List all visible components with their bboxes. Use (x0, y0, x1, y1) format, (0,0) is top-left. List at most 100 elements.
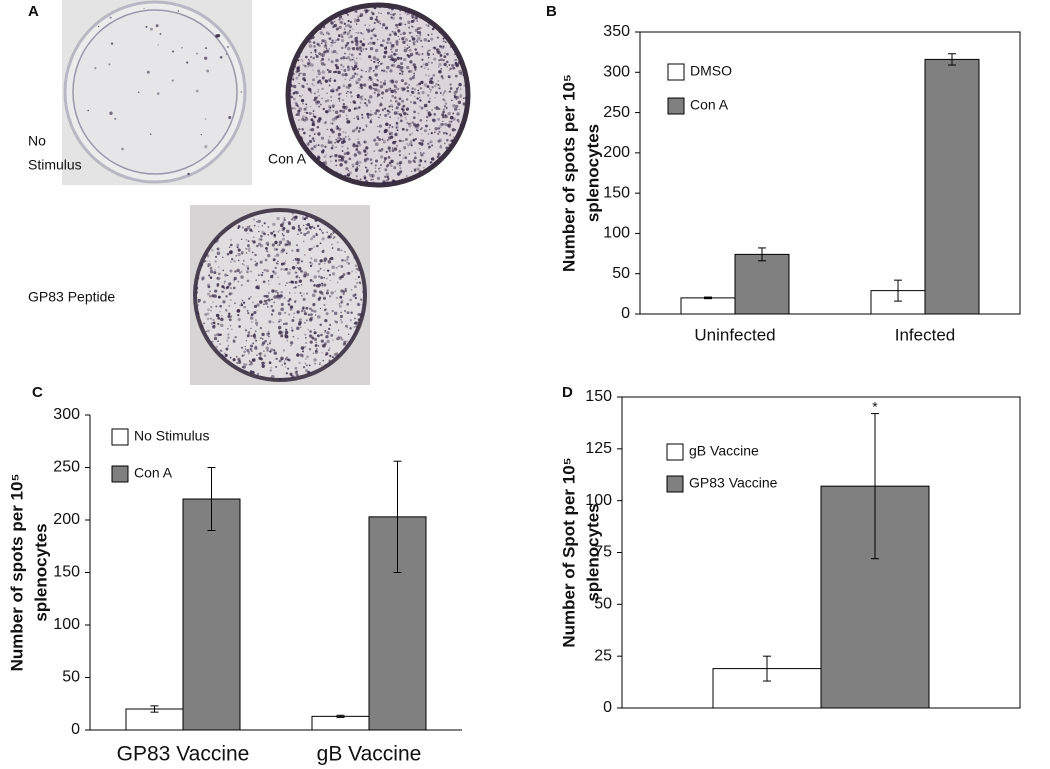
spot (302, 216, 305, 219)
spot (313, 258, 318, 263)
spot (395, 99, 398, 103)
spot (405, 175, 408, 177)
spot (368, 113, 372, 117)
spot (368, 85, 372, 89)
spot (210, 305, 213, 309)
spot (432, 53, 435, 55)
spot (155, 24, 159, 28)
spot (303, 312, 307, 316)
spot (409, 52, 414, 57)
spot (431, 118, 436, 122)
spot (237, 280, 240, 283)
spot (302, 350, 305, 353)
spot (302, 103, 304, 105)
spot (440, 122, 444, 126)
spot (309, 330, 312, 333)
spot (330, 291, 334, 295)
spot (187, 172, 190, 176)
spot (374, 73, 378, 77)
spot (342, 65, 345, 68)
spot (212, 301, 214, 303)
spot (289, 341, 294, 345)
spot (263, 268, 267, 272)
spot (348, 53, 351, 55)
spot (294, 258, 297, 260)
spot (439, 91, 442, 94)
spot (394, 96, 397, 99)
spot (423, 83, 428, 87)
spot (318, 52, 321, 55)
spot (322, 25, 326, 29)
spot (350, 53, 354, 57)
spot (355, 278, 357, 281)
spot (356, 36, 358, 39)
spot (412, 138, 416, 142)
spot (287, 299, 290, 303)
spot (402, 157, 404, 159)
spot (280, 302, 284, 306)
spot (301, 60, 304, 62)
spot (393, 84, 396, 87)
spot (312, 56, 315, 60)
spot (299, 95, 301, 97)
spot (402, 87, 406, 91)
spot (454, 53, 457, 56)
spot (301, 72, 303, 75)
spot (382, 109, 384, 112)
spot (325, 277, 328, 280)
spot (232, 339, 236, 343)
spot (400, 139, 403, 143)
spot (373, 138, 377, 142)
spot (243, 363, 245, 365)
spot (416, 16, 418, 19)
spot (383, 79, 387, 82)
spot (452, 112, 455, 115)
spot (462, 102, 466, 106)
spot (454, 58, 458, 62)
spot (228, 312, 231, 316)
spot (298, 322, 302, 326)
spot (283, 322, 286, 325)
spot (413, 74, 416, 77)
spot (110, 42, 114, 45)
spot (304, 55, 308, 59)
spot (195, 89, 199, 93)
spot (289, 308, 293, 311)
spot (329, 233, 333, 236)
spot (341, 46, 344, 50)
spot (350, 40, 354, 44)
spot (418, 105, 421, 108)
spot (327, 108, 332, 113)
spot (463, 84, 466, 87)
spot (306, 223, 311, 227)
y-tick-label: 100 (585, 492, 612, 509)
spot (433, 113, 436, 116)
spot (305, 319, 308, 322)
spot (384, 51, 388, 55)
spot (449, 115, 454, 120)
spot (438, 45, 442, 48)
spot (419, 119, 423, 122)
spot (340, 140, 345, 145)
spot (313, 145, 315, 147)
spot (325, 49, 328, 53)
spot (430, 89, 432, 91)
spot (240, 346, 243, 349)
spot (249, 348, 251, 350)
spot (363, 38, 365, 40)
spot (390, 79, 395, 83)
spot (423, 129, 427, 133)
spot (347, 170, 350, 172)
spot (397, 35, 400, 38)
spot (330, 21, 334, 25)
spot (451, 64, 454, 67)
spot (380, 155, 384, 159)
spot (359, 13, 364, 17)
spot (440, 67, 443, 70)
spot (410, 90, 414, 94)
spot (342, 137, 346, 141)
spot (407, 26, 411, 29)
spot (325, 47, 328, 50)
spot (311, 120, 315, 124)
spot (379, 103, 383, 107)
